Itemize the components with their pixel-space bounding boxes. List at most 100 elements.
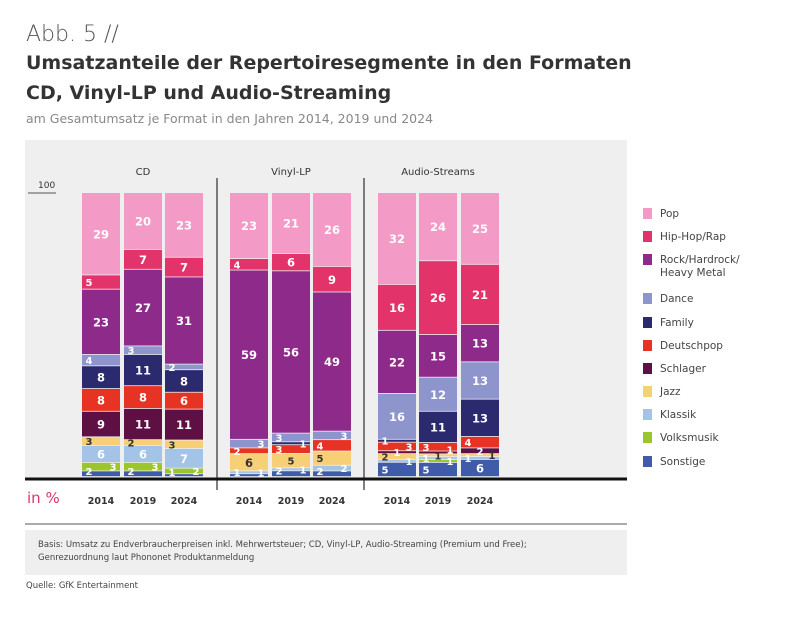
data-label: 8 <box>97 393 105 407</box>
bar-segment <box>165 257 203 277</box>
data-label: 1 <box>234 468 241 479</box>
data-label: 1 <box>447 445 454 456</box>
data-label: 2 <box>193 467 200 478</box>
bar-segment <box>165 370 203 392</box>
data-label: 9 <box>328 273 336 287</box>
legend-label: Pop <box>660 208 680 220</box>
data-label: 5 <box>288 457 295 468</box>
bar-segment <box>124 193 162 249</box>
legend-swatch <box>643 363 652 374</box>
bar-segment <box>230 448 268 454</box>
data-label: 27 <box>135 301 151 315</box>
data-label: 1 <box>406 457 413 468</box>
data-label: 3 <box>110 463 117 474</box>
data-label: 26 <box>430 291 446 305</box>
data-label: 8 <box>139 391 147 405</box>
bar-segment <box>272 445 310 454</box>
year-label: 2019 <box>278 496 304 507</box>
data-label: 20 <box>135 215 151 229</box>
data-label: 11 <box>430 420 446 434</box>
data-label: 1 <box>423 454 430 465</box>
bar-segment <box>124 269 162 346</box>
bar-segment <box>165 193 203 257</box>
bar-segment <box>272 271 310 433</box>
legend-swatch <box>643 254 652 265</box>
footnote-line-1: Basis: Umsatz zu Endverbraucherpreisen i… <box>38 540 527 550</box>
data-label: 3 <box>341 431 348 442</box>
bar-segment <box>378 462 416 477</box>
bar-segment <box>461 399 499 437</box>
data-label: 4 <box>317 441 324 452</box>
bar-segment <box>461 264 499 325</box>
bar-segment <box>124 346 162 355</box>
bar-segment <box>124 440 162 445</box>
bar-segment <box>378 454 416 459</box>
bar-segment <box>313 266 351 292</box>
bar-segment <box>124 445 162 462</box>
legend-swatch <box>643 386 652 397</box>
data-label: 2 <box>477 447 484 458</box>
data-label: 11 <box>135 418 151 432</box>
bar-segment <box>272 442 310 445</box>
data-label: 21 <box>283 217 299 231</box>
data-label: 1 <box>258 468 265 479</box>
bar-segment <box>419 457 457 460</box>
bar-segment <box>165 474 203 477</box>
data-label: 16 <box>389 301 405 315</box>
data-label: 2 <box>128 439 135 450</box>
data-label: 2 <box>276 467 283 478</box>
legend-item: Hip-Hop/Rap <box>643 231 726 244</box>
year-label: 2024 <box>319 496 346 507</box>
data-label: 49 <box>324 355 340 369</box>
data-label: 22 <box>389 355 405 369</box>
year-label: 2014 <box>236 496 263 507</box>
data-label: 1 <box>300 439 307 450</box>
data-label: 7 <box>180 261 188 275</box>
legend-swatch <box>643 231 652 242</box>
legend-item: Deutschpop <box>643 340 723 353</box>
data-label: 5 <box>382 465 389 476</box>
bar-segment <box>124 408 162 440</box>
bar-segment <box>272 193 310 254</box>
data-label: 4 <box>234 260 241 271</box>
bar-segment <box>272 253 310 271</box>
bar-segment <box>313 292 351 431</box>
data-label: 12 <box>430 388 446 402</box>
bar-segment <box>82 437 120 445</box>
bar-segment <box>230 258 268 270</box>
group-label-2: Audio-Streams <box>401 167 475 178</box>
data-label: 2 <box>128 467 135 478</box>
bar-segment <box>378 193 416 284</box>
bar-segment <box>313 440 351 451</box>
year-label: 2014 <box>384 496 411 507</box>
data-label: 59 <box>241 348 257 362</box>
bar-segment <box>378 330 416 394</box>
source: Quelle: GfK Entertainment <box>26 581 139 591</box>
legend-label: Family <box>660 317 694 329</box>
bar-segment <box>82 366 120 389</box>
legend-label: Deutschpop <box>660 340 723 352</box>
bar-segment <box>82 354 120 366</box>
data-label: 2 <box>317 467 324 478</box>
legend-item: Pop <box>643 208 679 221</box>
legend-label: Sonstige <box>660 456 706 468</box>
data-label: 6 <box>476 462 484 476</box>
bar-segment <box>461 454 499 457</box>
data-label: 8 <box>180 375 188 389</box>
bar-segment <box>378 393 416 439</box>
bar-segment <box>272 433 310 442</box>
data-label: 2 <box>86 467 93 478</box>
bar-segment <box>230 454 268 471</box>
data-label: 1 <box>465 454 472 465</box>
legend-label: Volksmusik <box>660 432 719 444</box>
data-label: 21 <box>472 288 488 302</box>
data-label: 1 <box>382 437 389 448</box>
bar-segment <box>419 335 457 377</box>
legend-swatch <box>643 293 652 304</box>
data-label: 6 <box>180 394 188 408</box>
data-label: 15 <box>430 349 446 363</box>
data-label: 9 <box>97 418 105 432</box>
bar-segment <box>165 364 203 370</box>
bar-segment <box>124 386 162 409</box>
